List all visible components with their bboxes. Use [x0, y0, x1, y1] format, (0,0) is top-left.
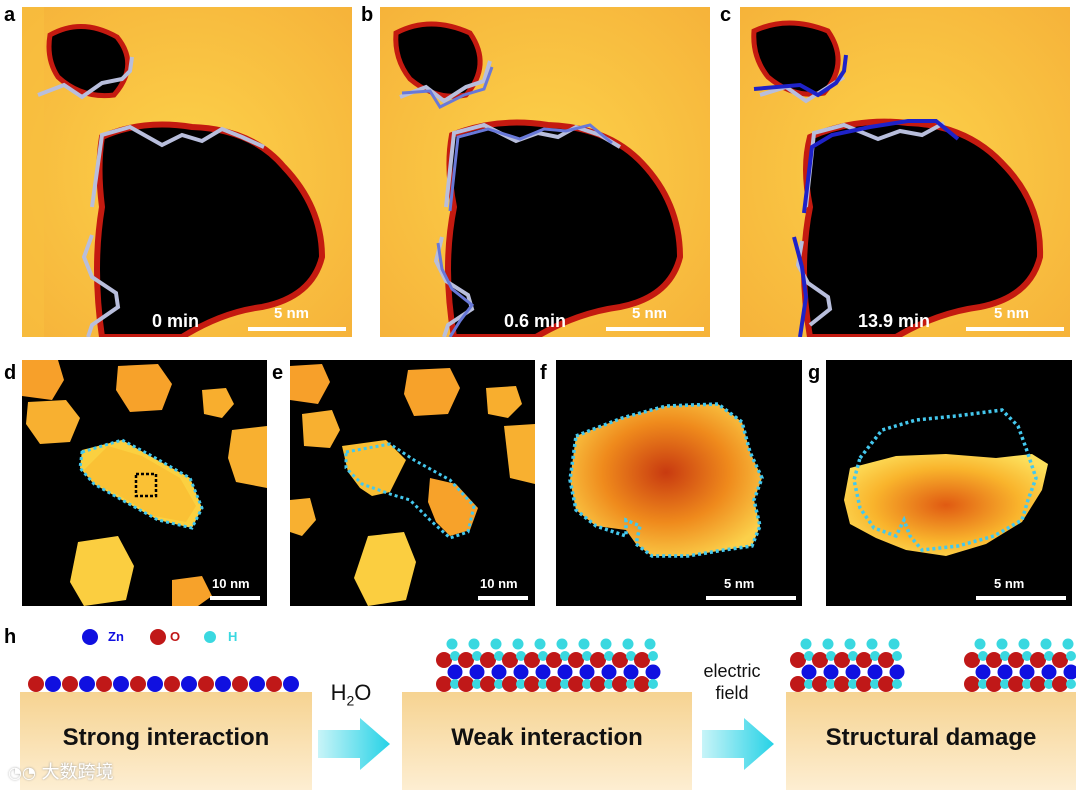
scale-bar-label: 5 nm — [632, 305, 668, 322]
stm-image-f: 5 nm — [556, 360, 802, 606]
scale-bar — [706, 596, 796, 600]
scale-bar-label: 5 nm — [994, 576, 1025, 591]
scale-bar — [248, 327, 346, 331]
legend-o: O — [170, 629, 181, 644]
scale-bar — [210, 596, 260, 600]
damaged-zno-right — [964, 638, 1076, 692]
panel-label-b: b — [361, 4, 374, 26]
time-label: 0.6 min — [504, 311, 567, 331]
stm-image-a: 0 min 5 nm — [22, 7, 352, 337]
time-label: 13.9 min — [858, 311, 931, 331]
scale-bar — [606, 327, 704, 331]
panel-label-d: d — [4, 362, 17, 384]
panel-label-h: h — [4, 626, 17, 648]
stage1-label: Strong interaction — [62, 724, 270, 751]
time-label: 0 min — [152, 311, 200, 331]
panel-label-f: f — [540, 362, 547, 384]
scale-bar-label: 10 nm — [480, 576, 518, 591]
weibo-logo-icon: ◔◔ — [8, 763, 36, 782]
zno-monolayer — [28, 676, 299, 692]
stm-image-b: 0.6 min 5 nm — [380, 7, 710, 337]
scale-bar — [966, 327, 1064, 331]
watermark: ◔◔ 大数跨境 — [8, 762, 114, 783]
arrow1-label: H2O — [330, 680, 372, 709]
scale-bar-label: 10 nm — [212, 576, 250, 591]
scale-bar — [976, 596, 1066, 600]
stage2-label: Weak interaction — [451, 724, 643, 751]
stage3-label: Structural damage — [825, 724, 1037, 751]
scale-bar-label: 5 nm — [994, 305, 1030, 322]
stm-image-g: 5 nm — [826, 360, 1072, 606]
stm-image-c: 13.9 min 5 nm — [740, 7, 1070, 337]
atom-legend — [82, 629, 216, 645]
legend-zn: Zn — [108, 629, 124, 644]
panel-label-e: e — [272, 362, 284, 384]
scale-bar-label: 5 nm — [724, 576, 755, 591]
scale-bar-label: 5 nm — [274, 305, 310, 322]
arrow-right-icon — [318, 718, 390, 770]
stage2-diagram — [402, 638, 692, 790]
stm-image-d: 10 nm — [22, 360, 267, 606]
panel-label-g: g — [808, 362, 821, 384]
arrow-right-icon — [702, 718, 774, 770]
scale-bar — [478, 596, 528, 600]
legend-h: H — [228, 629, 238, 644]
arrow2-label: electric field — [703, 661, 761, 703]
stage3-diagram — [786, 638, 1076, 790]
panel-label-c: c — [720, 4, 732, 26]
stage1-diagram — [20, 676, 312, 790]
panel-label-a: a — [4, 4, 16, 26]
damaged-zno-left — [790, 638, 905, 692]
stm-image-e: 10 nm — [290, 360, 535, 606]
hydrated-zno-layer — [436, 638, 661, 692]
